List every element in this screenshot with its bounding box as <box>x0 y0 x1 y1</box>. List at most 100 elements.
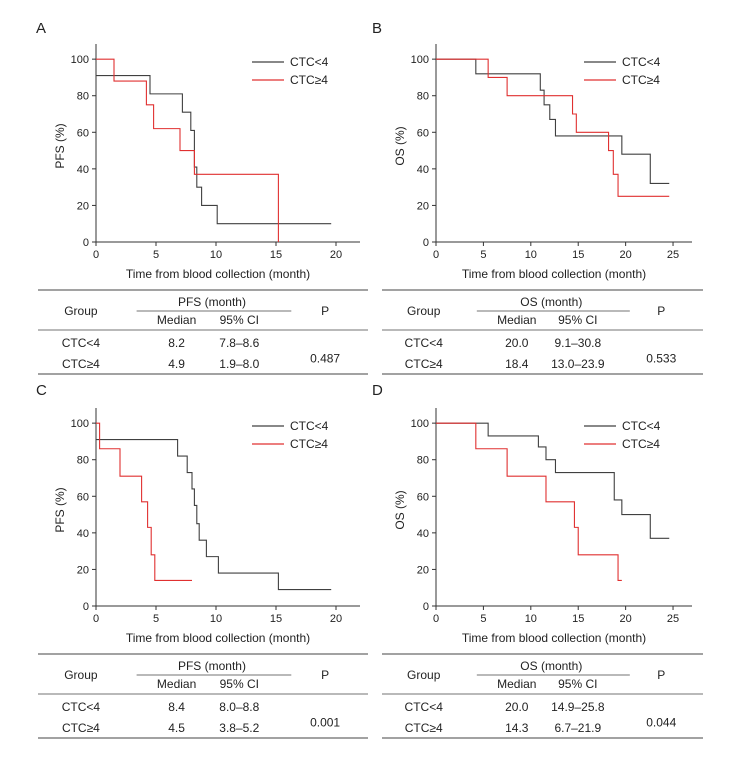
y-tick-label: 100 <box>71 54 89 66</box>
table-header-ci: 95% CI <box>558 313 597 327</box>
table-cell-ci: 9.1–30.8 <box>554 336 601 350</box>
table-header-ci: 95% CI <box>220 313 259 327</box>
table-cell-ci: 1.9–8.0 <box>219 357 259 371</box>
x-tick-label: 15 <box>270 249 282 261</box>
panel-label: C <box>36 382 47 399</box>
x-axis-label: Time from blood collection (month) <box>126 631 310 645</box>
y-tick-label: 60 <box>417 127 429 139</box>
panel-d: D 0 20 40 60 80 100 0 5 10 15 20 25 OS (%) Time from b… <box>372 382 703 739</box>
y-tick-label: 100 <box>411 418 429 430</box>
legend-label: CTC≥4 <box>622 73 660 87</box>
y-tick-label: 80 <box>77 455 89 467</box>
y-axis-label: PFS (%) <box>53 487 67 532</box>
table-cell-p-value: 0.533 <box>646 352 676 366</box>
table-cell-ci: 7.8–8.6 <box>219 336 259 350</box>
y-axis-label: OS (%) <box>393 126 407 165</box>
table-header-metric: OS (month) <box>520 659 582 673</box>
x-tick-label: 20 <box>330 613 342 625</box>
x-tick-label: 20 <box>330 249 342 261</box>
x-tick-label: 10 <box>525 613 537 625</box>
table-header-median: Median <box>157 313 196 327</box>
x-tick-label: 15 <box>572 249 584 261</box>
legend-label: CTC<4 <box>290 419 329 433</box>
x-tick-label: 25 <box>667 613 679 625</box>
table-cell-median: 18.4 <box>505 357 529 371</box>
series-line-ctc-low <box>436 422 670 539</box>
y-tick-label: 20 <box>77 200 89 212</box>
series-line-ctc-high <box>436 58 670 197</box>
table-cell-median: 8.4 <box>168 700 185 714</box>
x-axis-label: Time from blood collection (month) <box>462 631 646 645</box>
table-cell-group: CTC≥4 <box>62 357 100 371</box>
y-tick-label: 0 <box>83 601 89 613</box>
y-tick-label: 40 <box>77 164 89 176</box>
table-cell-ci: 3.8–5.2 <box>219 721 259 735</box>
y-tick-label: 40 <box>77 528 89 540</box>
x-tick-label: 20 <box>620 613 632 625</box>
series-line-ctc-high <box>436 422 622 581</box>
series-line-ctc-high <box>96 422 192 581</box>
table-cell-median: 20.0 <box>505 336 529 350</box>
x-tick-label: 15 <box>572 613 584 625</box>
table-cell-p-value: 0.001 <box>310 716 340 730</box>
x-tick-label: 10 <box>210 613 222 625</box>
table-header-metric: PFS (month) <box>178 295 246 309</box>
table-cell-group: CTC≥4 <box>405 721 443 735</box>
y-tick-label: 0 <box>423 237 429 249</box>
table-header-group: Group <box>64 304 98 318</box>
table-header-group: Group <box>407 668 441 682</box>
legend-label: CTC≥4 <box>290 437 328 451</box>
table-cell-median: 8.2 <box>168 336 185 350</box>
legend-label: CTC<4 <box>622 55 661 69</box>
series-line-ctc-low <box>436 58 670 185</box>
y-tick-label: 20 <box>417 564 429 576</box>
table-header-group: Group <box>64 668 98 682</box>
table-header-metric: PFS (month) <box>178 659 246 673</box>
table-header-median: Median <box>497 313 536 327</box>
x-tick-label: 0 <box>433 613 439 625</box>
table-header-ci: 95% CI <box>558 677 597 691</box>
x-tick-label: 0 <box>433 249 439 261</box>
y-tick-label: 60 <box>417 491 429 503</box>
x-tick-label: 10 <box>210 249 222 261</box>
x-axis-label: Time from blood collection (month) <box>462 267 646 281</box>
panel-b: B 0 20 40 60 80 100 0 5 10 15 20 25 OS (%) Time from b… <box>372 20 703 375</box>
table-cell-median: 20.0 <box>505 700 529 714</box>
table-header-p: P <box>321 668 329 682</box>
table-header-median: Median <box>157 677 196 691</box>
table-header-p: P <box>657 304 665 318</box>
panel-c: C 0 20 40 60 80 100 0 5 10 15 20 PFS (%) Time from bl… <box>36 382 368 739</box>
table-cell-group: CTC≥4 <box>62 721 100 735</box>
panel-label: B <box>372 20 382 37</box>
x-tick-label: 25 <box>667 249 679 261</box>
legend-label: CTC≥4 <box>622 437 660 451</box>
y-tick-label: 40 <box>417 528 429 540</box>
y-tick-label: 60 <box>77 491 89 503</box>
table-header-p: P <box>657 668 665 682</box>
table-header-p: P <box>321 304 329 318</box>
table-header-median: Median <box>497 677 536 691</box>
x-tick-label: 0 <box>93 249 99 261</box>
table-cell-ci: 8.0–8.8 <box>219 700 259 714</box>
y-tick-label: 40 <box>417 164 429 176</box>
table-cell-ci: 6.7–21.9 <box>554 721 601 735</box>
x-tick-label: 0 <box>93 613 99 625</box>
y-tick-label: 100 <box>71 418 89 430</box>
table-cell-median: 4.9 <box>168 357 185 371</box>
table-cell-group: CTC<4 <box>62 336 101 350</box>
series-line-ctc-low <box>96 439 332 591</box>
series-line-ctc-high <box>96 58 279 242</box>
panel-label: A <box>36 20 46 37</box>
x-axis-label: Time from blood collection (month) <box>126 267 310 281</box>
x-tick-label: 5 <box>153 249 159 261</box>
y-axis-label: OS (%) <box>393 490 407 529</box>
legend-label: CTC<4 <box>622 419 661 433</box>
table-cell-ci: 14.9–25.8 <box>551 700 605 714</box>
y-tick-label: 20 <box>77 564 89 576</box>
table-header-group: Group <box>407 304 441 318</box>
y-tick-label: 80 <box>417 455 429 467</box>
legend-label: CTC≥4 <box>290 73 328 87</box>
table-cell-median: 14.3 <box>505 721 529 735</box>
y-tick-label: 80 <box>77 91 89 103</box>
